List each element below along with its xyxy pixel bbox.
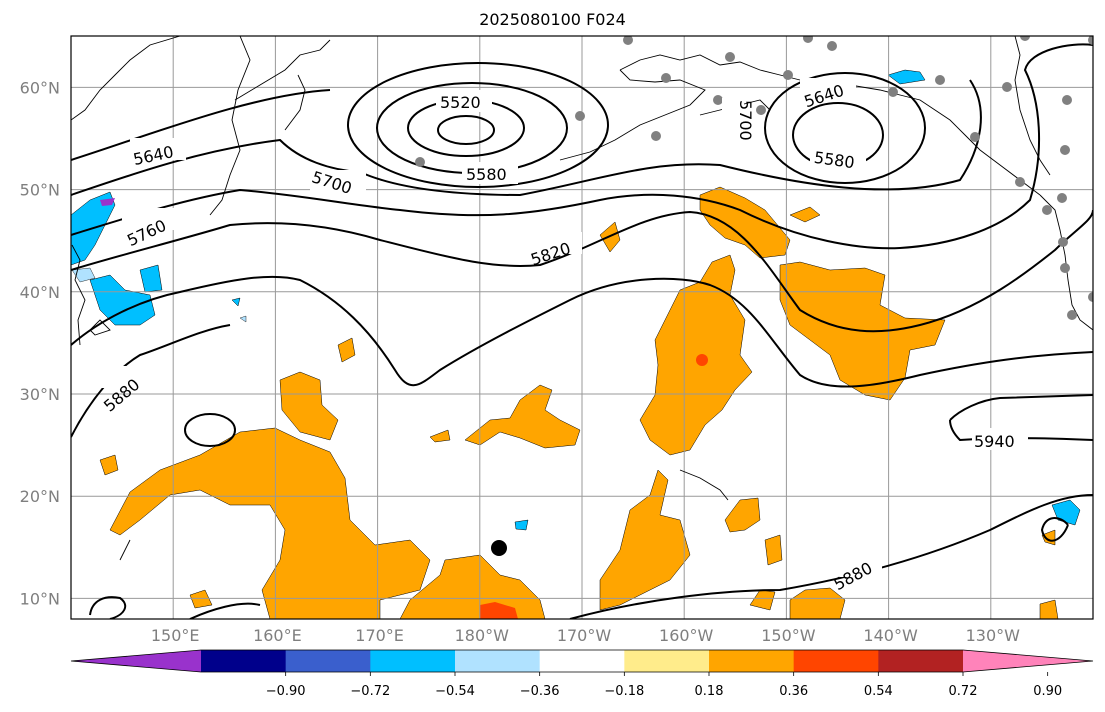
lat-label: 20°N — [20, 487, 60, 506]
colorbar-segment — [709, 650, 795, 672]
strong-negative-anomaly-patch — [100, 198, 115, 206]
lon-label: 130°W — [966, 626, 1021, 645]
colorbar-extend-low — [71, 650, 201, 672]
lat-label: 10°N — [20, 589, 60, 608]
lat-label: 30°N — [20, 385, 60, 404]
colorbar-tick-label: 0.90 — [1033, 684, 1062, 699]
contour-label: 5700 — [736, 100, 755, 141]
graticule — [71, 36, 1093, 619]
contour-label: 5580 — [466, 165, 507, 184]
map-frame — [70, 35, 1094, 620]
lon-label: 150°W — [761, 626, 816, 645]
colorbar-segment — [370, 650, 456, 672]
station-markers — [415, 36, 1093, 320]
strong-positive-anomaly-shading — [480, 354, 708, 619]
height-contours — [71, 43, 1093, 619]
lon-label: 170°W — [557, 626, 612, 645]
colorbar-tick-label: 0.36 — [779, 684, 808, 699]
contour-label: 5940 — [974, 432, 1015, 451]
colorbar-tick-label: 0.72 — [949, 684, 978, 699]
colorbar-segment — [285, 650, 371, 672]
longitude-labels: 150°E 160°E 170°E 180°W 170°W 160°W 150°W 140°W… — [151, 626, 1020, 645]
lon-label: 170°E — [355, 626, 404, 645]
colorbar-segment — [455, 650, 541, 672]
colorbar-tick-label: −0.72 — [350, 684, 390, 699]
colorbar-segment — [878, 650, 964, 672]
colorbar-segment — [539, 650, 625, 672]
colorbar-tick-label: −0.54 — [435, 684, 475, 699]
light-negative-anomaly-shading — [71, 267, 247, 323]
colorbar-segment — [624, 650, 710, 672]
lon-label: 140°W — [863, 626, 918, 645]
lon-label: 150°E — [151, 626, 200, 645]
colorbar-extend-high — [963, 650, 1093, 672]
lat-label: 60°N — [20, 78, 60, 97]
colorbar-tick-label: −0.18 — [604, 684, 644, 699]
map-title: 2025080100 F024 — [479, 10, 626, 29]
lon-label: 160°E — [253, 626, 302, 645]
colorbar-tick-label: 0.54 — [864, 684, 893, 699]
lat-label: 40°N — [20, 283, 60, 302]
lat-label: 50°N — [20, 181, 60, 200]
storm-center-marker — [491, 540, 507, 556]
latitude-labels: 60°N 50°N 40°N 30°N 20°N 10°N — [20, 78, 60, 608]
colorbar: −0.90 −0.72 −0.54 −0.36 −0.18 0.18 0.36 0.54 0.7… — [70, 649, 1094, 699]
colorbar-tick-label: −0.36 — [520, 684, 560, 699]
colorbar-tick-label: 0.18 — [695, 684, 724, 699]
colorbar-outline — [70, 649, 1094, 673]
contour-labels: 5520 5580 5580 5640 5640 5700 5700 5760 … — [90, 78, 1028, 594]
contour-label: 5520 — [440, 93, 481, 112]
colorbar-segment — [793, 650, 879, 672]
lon-label: 180°W — [455, 626, 510, 645]
colorbar-tick-label: −0.90 — [266, 684, 306, 699]
lon-label: 160°W — [659, 626, 714, 645]
colorbar-segment — [201, 650, 287, 672]
